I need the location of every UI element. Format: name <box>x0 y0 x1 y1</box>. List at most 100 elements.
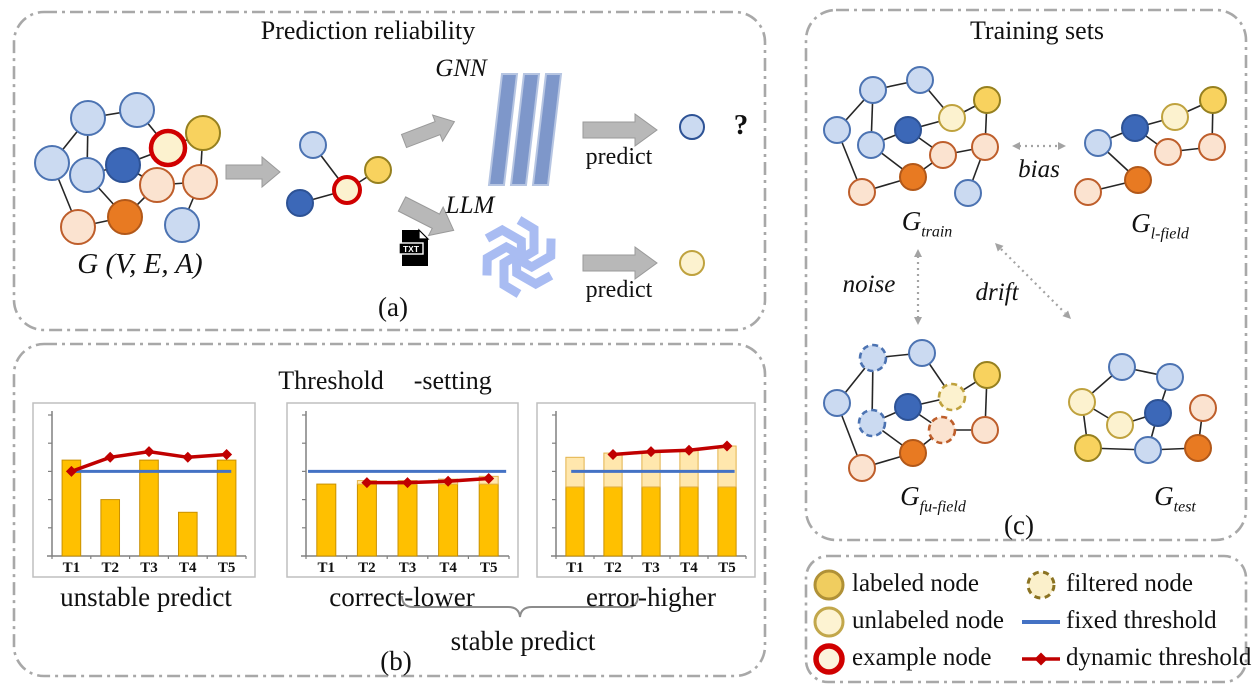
legend-label-labeled-node: labeled node <box>852 570 980 597</box>
dynamic-threshold-marker <box>607 448 619 460</box>
x-tick-label: T2 <box>604 560 622 576</box>
stable-predict-label: stable predict <box>450 626 596 656</box>
bias-arrowhead-right-icon <box>1058 142 1066 150</box>
chart-correct-lower: T1 T2 T3 T4 T5 <box>286 402 519 578</box>
legend-border <box>804 554 1248 684</box>
graph-node <box>971 133 999 161</box>
filtered-node <box>937 382 967 412</box>
x-tick-label: T3 <box>399 560 417 576</box>
graph-node <box>1154 138 1182 166</box>
graph-node <box>364 156 392 184</box>
bar <box>717 486 737 557</box>
graph-node <box>1161 103 1189 131</box>
graph-train <box>823 66 1001 207</box>
dynamic-threshold-marker <box>442 475 454 487</box>
bar <box>100 499 121 557</box>
caption-unstable-predict: unstable predict <box>60 582 232 612</box>
g-fufield-label: Gfu-field <box>900 481 966 516</box>
graph-node <box>848 454 876 482</box>
dynamic-threshold-line <box>612 444 728 457</box>
graph-lfield <box>1074 86 1227 206</box>
graph-main <box>34 92 221 245</box>
chart-error-higher: T1 T2 T3 T4 T5 <box>536 402 756 578</box>
x-tick-label: T3 <box>140 560 158 576</box>
stable-predict-brace <box>401 595 639 618</box>
legend-label-dynamic-threshold: dynamic threshold <box>1066 644 1252 671</box>
graph-node <box>857 131 885 159</box>
graph-node <box>1144 399 1172 427</box>
drift-arrowhead-bottom-icon <box>1062 310 1071 319</box>
predict-label-llm: predict <box>585 277 653 303</box>
dynamic-threshold-marker <box>483 472 495 484</box>
graph-node <box>182 164 218 200</box>
bias-arrowhead-left-icon <box>1012 142 1020 150</box>
graph-node <box>139 167 175 203</box>
txt-file-icon: TXT <box>398 228 430 266</box>
panel-c-title: Training sets <box>969 16 1105 45</box>
bar <box>316 483 337 557</box>
graph-node <box>938 104 966 132</box>
drift-arrowhead-top-icon <box>995 243 1004 252</box>
graph-node <box>823 389 851 417</box>
g-lfield-label: Gl-field <box>1131 208 1189 243</box>
panel-b-border <box>12 342 767 678</box>
bar <box>61 459 82 557</box>
filtered-node <box>927 415 957 445</box>
dynamic-threshold-marker <box>182 451 194 463</box>
llm-predicted-node <box>679 250 705 276</box>
filtered-node-swatch <box>1026 570 1056 600</box>
x-tick-label: T5 <box>718 560 736 576</box>
bar <box>139 459 159 557</box>
dynamic-threshold-marker <box>721 440 733 452</box>
panel-a-border <box>12 10 767 332</box>
graph-node <box>299 131 327 159</box>
graph-node <box>973 86 1001 114</box>
panel-c-border <box>804 8 1248 542</box>
dynamic-threshold-line <box>366 476 489 485</box>
g-train-label: Gtrain <box>901 206 953 241</box>
graph-node <box>1121 114 1149 142</box>
panel-b-title: Threshold -setting <box>278 366 491 395</box>
dynamic-threshold-marker <box>683 444 695 456</box>
arrow-gnn-predict-icon <box>582 113 658 147</box>
g-test-label: Gtest <box>1154 481 1196 516</box>
llm-logo-icon <box>482 216 556 298</box>
arrow-llm-predict-icon <box>582 246 658 280</box>
graph-node <box>1108 353 1136 381</box>
x-tick-label: T2 <box>101 560 119 576</box>
x-tick-label: T2 <box>358 560 376 576</box>
chart-unstable-predict: T1 T2 T3 T4 T5 <box>32 402 256 578</box>
legend-label-fixed-threshold: fixed threshold <box>1066 607 1217 634</box>
bar <box>679 486 699 557</box>
dynamic-threshold-marker <box>221 448 233 460</box>
bar <box>356 483 377 557</box>
graph-node <box>164 207 200 243</box>
drift-label: drift <box>975 279 1019 306</box>
graph-node <box>859 76 887 104</box>
bar <box>565 486 585 557</box>
arrow-graph-to-subgraph-icon <box>225 155 281 189</box>
graph-node <box>70 100 106 136</box>
graph-node <box>899 163 927 191</box>
graph-sub <box>286 131 392 217</box>
x-tick-label: T4 <box>179 560 197 576</box>
dynamic-threshold-marker <box>402 477 413 489</box>
x-tick-label: T5 <box>480 560 498 576</box>
legend-label-example-node: example node <box>852 644 992 671</box>
legend-label-unlabeled-node: unlabeled node <box>852 607 1005 634</box>
graph-test <box>1068 353 1217 464</box>
bar <box>216 459 237 557</box>
graph-node <box>1124 166 1152 194</box>
graph-node <box>1198 133 1226 161</box>
caption-correct-lower: correct-lower <box>329 582 475 612</box>
graph-node <box>899 439 927 467</box>
panel-b-title-right: -setting <box>413 366 492 395</box>
bar <box>641 486 661 557</box>
bar <box>603 486 623 557</box>
graph-gvea-label: G (V, E, A) <box>77 248 203 280</box>
x-tick-label: T3 <box>642 560 660 576</box>
graph-node <box>1084 129 1112 157</box>
example-node <box>148 128 188 168</box>
